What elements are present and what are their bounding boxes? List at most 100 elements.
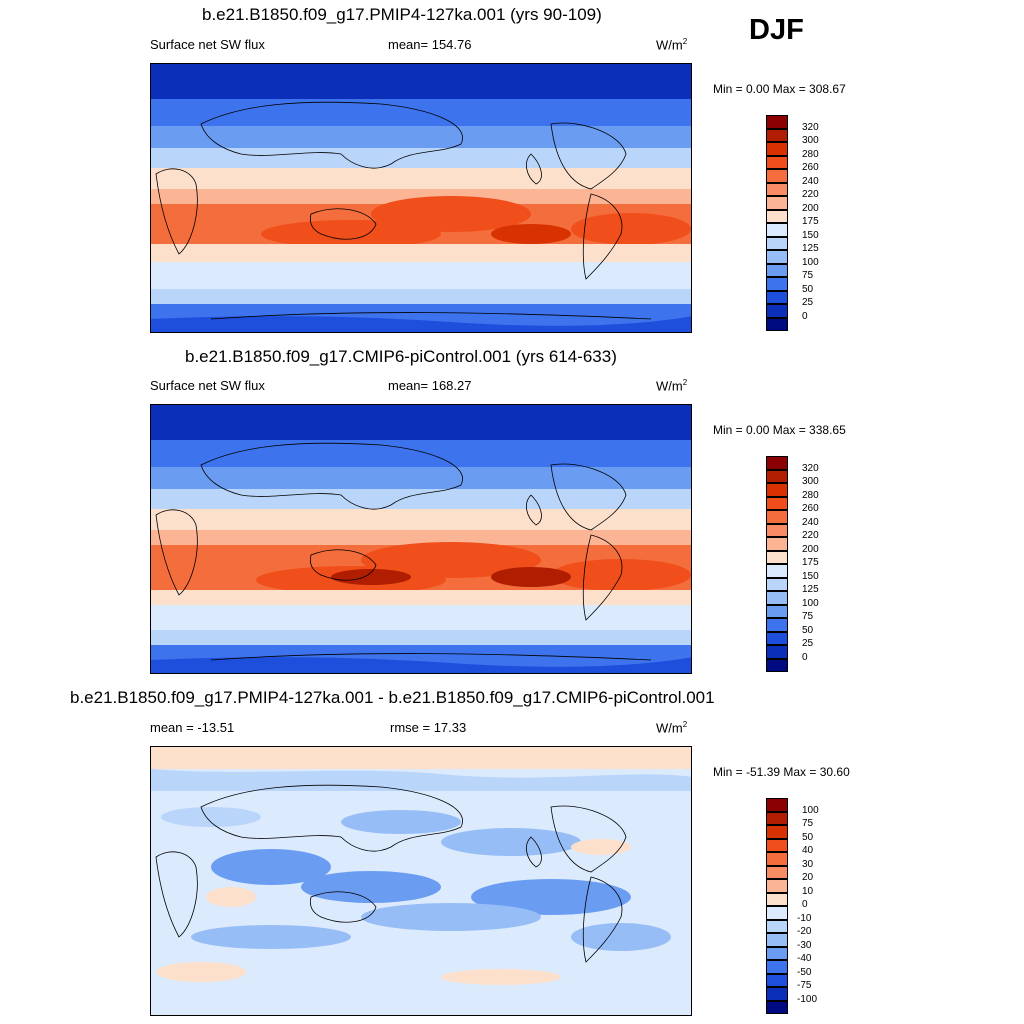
colorbar-tick-label: 220 <box>802 530 819 541</box>
colorbar-tick-label: -75 <box>797 980 812 991</box>
colorbar-tick-label: 20 <box>802 872 814 883</box>
colorbar-tick-label: -100 <box>797 993 818 1005</box>
panel-1-map <box>150 63 692 333</box>
colorbar-swatch <box>766 483 788 497</box>
colorbar-swatch <box>766 456 788 470</box>
colorbar-swatch <box>766 169 788 183</box>
colorbar-swatch <box>766 838 788 852</box>
panel-1-units-label: W/m2 <box>656 37 688 53</box>
colorbar-tick-label: 300 <box>802 135 819 146</box>
panel-1-title: b.e21.B1850.f09_g17.PMIP4-127ka.001 (yrs… <box>202 5 602 24</box>
colorbar-tick-label: 75 <box>802 611 814 622</box>
panel-1-variable-label: Surface net SW flux <box>150 37 265 52</box>
panel-2-units-label: W/m2 <box>656 378 688 394</box>
colorbar-swatch <box>766 155 788 169</box>
colorbar-tick-label: 50 <box>802 624 814 636</box>
colorbar-swatch <box>766 645 788 659</box>
colorbar-tick-label: -10 <box>797 912 812 924</box>
colorbar-swatch <box>766 223 788 237</box>
panel-2-variable-label: Surface net SW flux <box>150 378 265 393</box>
colorbar-tick-label: -20 <box>797 926 812 937</box>
colorbar-swatch <box>766 865 788 879</box>
colorbar-swatch <box>766 115 788 129</box>
colorbar-tick-label: 75 <box>802 818 814 829</box>
colorbar-swatch <box>766 496 788 510</box>
colorbar-swatch <box>766 892 788 906</box>
colorbar-swatch <box>766 564 788 578</box>
colorbar-swatch <box>766 879 788 893</box>
panel-2-map-svg <box>151 405 691 673</box>
colorbar-swatch <box>766 182 788 196</box>
colorbar-tick-label: 10 <box>802 885 814 897</box>
colorbar-swatch <box>766 304 788 318</box>
colorbar-tick-label: 150 <box>802 570 819 582</box>
colorbar-swatch <box>766 263 788 277</box>
colorbar-swatch <box>766 537 788 551</box>
colorbar-swatch <box>766 317 788 331</box>
colorbar-tick-label: -30 <box>797 939 812 951</box>
colorbar-swatch <box>766 946 788 960</box>
panel-2-map <box>150 404 692 674</box>
colorbar-swatch <box>766 973 788 987</box>
colorbar-tick-label: 75 <box>802 270 814 281</box>
colorbar-tick-label: 0 <box>802 310 808 322</box>
colorbar-tick-label: 260 <box>802 503 819 514</box>
colorbar-swatch <box>766 825 788 839</box>
panel-1-mean-label: mean= 154.76 <box>388 37 472 52</box>
colorbar-swatch <box>766 960 788 974</box>
colorbar-tick-label: 100 <box>802 597 819 609</box>
panel-3-mean-label: mean = -13.51 <box>150 720 235 735</box>
panel-3-title: b.e21.B1850.f09_g17.PMIP4-127ka.001 - b.… <box>70 688 715 707</box>
colorbar-swatch <box>766 811 788 825</box>
colorbar-tick-label: 0 <box>802 651 808 663</box>
colorbar-tick-label: 240 <box>802 175 819 187</box>
colorbar-tick-label: -40 <box>797 953 812 964</box>
colorbar-swatch <box>766 142 788 156</box>
colorbar-swatch <box>766 196 788 210</box>
colorbar-swatch <box>766 510 788 524</box>
colorbar-swatch <box>766 469 788 483</box>
panel-2-title: b.e21.B1850.f09_g17.CMIP6-piControl.001 … <box>185 347 617 366</box>
colorbar-tick-label: 300 <box>802 476 819 487</box>
colorbar-swatch <box>766 604 788 618</box>
colorbar-tick-label: 240 <box>802 516 819 528</box>
colorbar-tick-label: 175 <box>802 557 819 568</box>
colorbar-swatch <box>766 933 788 947</box>
colorbar-tick-label: 25 <box>802 297 814 308</box>
colorbar-tick-label: 30 <box>802 858 814 870</box>
colorbar-swatch <box>766 1000 788 1014</box>
colorbar-tick-label: 320 <box>802 121 819 133</box>
colorbar-swatch <box>766 209 788 223</box>
colorbar-tick-label: 280 <box>802 489 819 501</box>
panel-3-map <box>150 746 692 1016</box>
colorbar-tick-label: -50 <box>797 966 812 978</box>
colorbar-tick-label: 40 <box>802 845 814 856</box>
colorbar-tick-label: 200 <box>802 202 819 214</box>
panel-1-minmax: Min = 0.00 Max = 308.67 <box>713 82 846 96</box>
panel-3-rmse-label: rmse = 17.33 <box>390 720 467 735</box>
colorbar-swatch <box>766 591 788 605</box>
colorbar-swatch <box>766 277 788 291</box>
colorbar-swatch <box>766 290 788 304</box>
colorbar-tick-label: 320 <box>802 462 819 474</box>
colorbar-tick-label: 220 <box>802 189 819 200</box>
panel-1-map-svg <box>151 64 691 332</box>
colorbar-swatch <box>766 631 788 645</box>
panel-3-minmax: Min = -51.39 Max = 30.60 <box>713 765 850 779</box>
colorbar-tick-label: 50 <box>802 283 814 295</box>
colorbar-swatch <box>766 523 788 537</box>
colorbar-swatch <box>766 577 788 591</box>
panel-2-minmax: Min = 0.00 Max = 338.65 <box>713 423 846 437</box>
colorbar-tick-label: 280 <box>802 148 819 160</box>
panel-3-units-label: W/m2 <box>656 720 688 736</box>
colorbar-swatch <box>766 798 788 812</box>
colorbar-swatch <box>766 618 788 632</box>
colorbar-tick-label: 100 <box>802 256 819 268</box>
colorbar-tick-label: 0 <box>802 899 808 910</box>
colorbar-tick-label: 125 <box>802 584 819 595</box>
colorbar-swatch <box>766 550 788 564</box>
colorbar-tick-label: 150 <box>802 229 819 241</box>
colorbar-tick-label: 260 <box>802 162 819 173</box>
colorbar-tick-label: 125 <box>802 243 819 254</box>
colorbar-swatch <box>766 236 788 250</box>
